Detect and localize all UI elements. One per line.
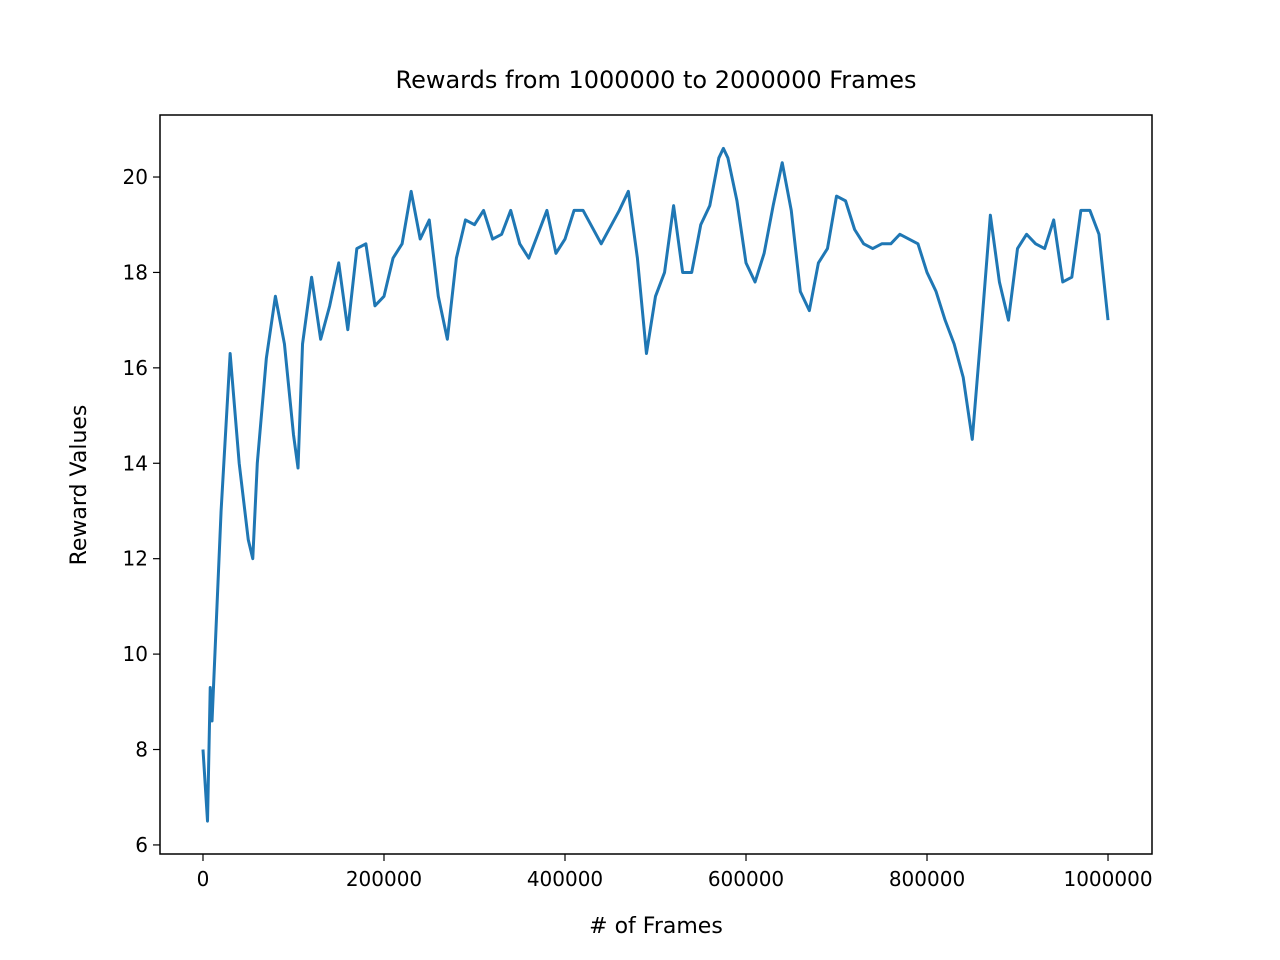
x-tick-label: 200000 [346, 867, 422, 891]
x-tick-label: 400000 [527, 867, 603, 891]
x-tick-label: 0 [197, 867, 210, 891]
y-tick-label: 18 [123, 260, 148, 284]
data-line [201, 146, 1110, 823]
y-tick-label: 12 [123, 547, 148, 571]
y-tick-label: 8 [135, 738, 148, 762]
y-tick-label: 10 [123, 642, 148, 666]
y-tick-label: 16 [123, 356, 148, 380]
x-axis-label: # of Frames [589, 914, 723, 939]
x-tick-label: 600000 [708, 867, 784, 891]
y-tick-label: 20 [123, 165, 148, 189]
x-tick-label: 1000000 [1063, 867, 1152, 891]
plot-frame [159, 114, 1153, 855]
chart-title: Rewards from 1000000 to 2000000 Frames [395, 66, 916, 94]
y-tick-label: 6 [135, 833, 148, 857]
x-tick-label: 800000 [889, 867, 965, 891]
y-tick-label: 14 [123, 451, 148, 475]
y-axis-label: Reward Values [67, 405, 92, 566]
